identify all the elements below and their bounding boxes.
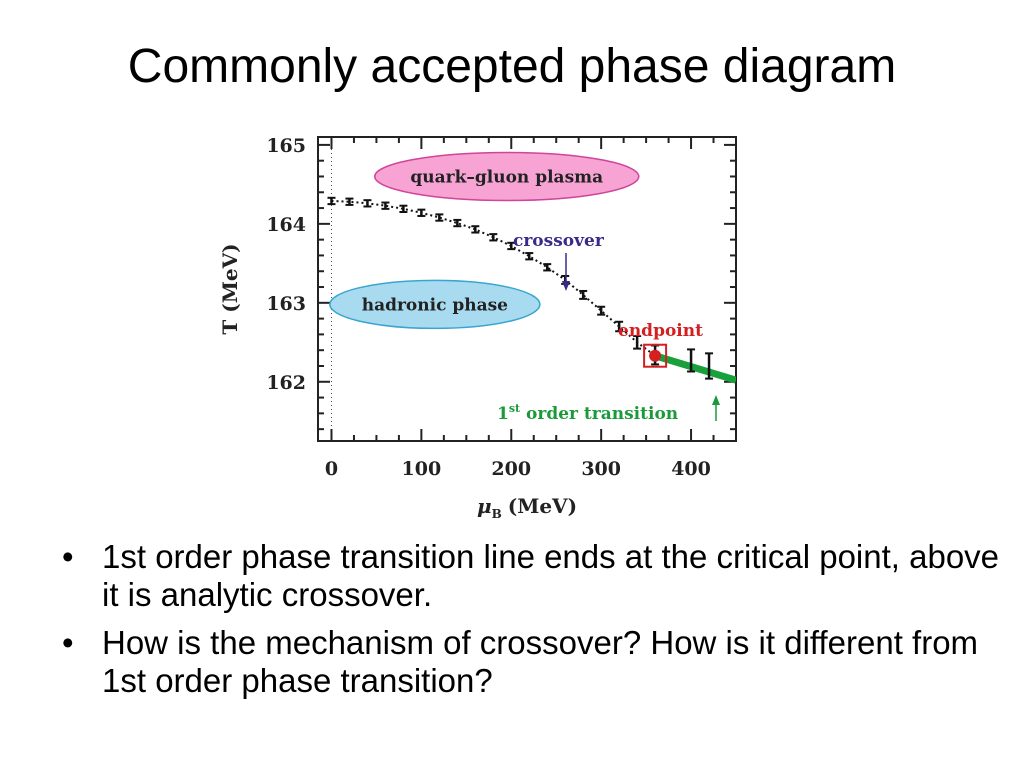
- axis-tick-labels: 0 100 200 300 400 162 163 164 165: [266, 135, 711, 480]
- crossover-label: crossover: [513, 231, 605, 251]
- crossover-arrow-head: [562, 281, 570, 291]
- qgp-label: quark–gluon plasma: [410, 167, 603, 187]
- bullet-item: • How is the mechanism of crossover? How …: [62, 624, 1012, 700]
- bullet-list: • 1st order phase transition line ends at…: [62, 538, 1012, 710]
- y-axis-label: T (MeV): [218, 243, 242, 334]
- endpoint-box: [643, 343, 668, 368]
- x-axis-label-symbol: μ: [477, 494, 492, 518]
- slide-title: Commonly accepted phase diagram: [127, 40, 897, 93]
- hadronic-ellipse: [329, 279, 541, 330]
- endpoint-label: endpoint: [618, 321, 703, 341]
- bullet-dot: •: [62, 538, 74, 575]
- first-order-arrow-head: [712, 395, 720, 405]
- bullet-text: How is the mechanism of crossover? How i…: [102, 624, 979, 699]
- x-tick-label: 200: [491, 458, 531, 480]
- x-tick-label: 100: [402, 458, 442, 480]
- first-order-label-suffix: order transition: [520, 404, 678, 424]
- bullet-dot: •: [62, 624, 74, 661]
- first-order-label: 1st order transition: [497, 402, 678, 424]
- crossover-curve: [331, 199, 656, 357]
- y-tick-label: 163: [266, 293, 306, 315]
- y-tick-label: 165: [266, 135, 306, 157]
- x-tick-label: 0: [325, 458, 338, 480]
- bullet-text: 1st order phase transition line ends at …: [102, 538, 1000, 613]
- first-order-label-prefix: 1: [497, 404, 509, 424]
- bullet-item: • 1st order phase transition line ends at…: [62, 538, 1012, 614]
- region-hadronic: hadronic phase: [329, 279, 541, 330]
- x-axis-label: μB (MeV): [477, 494, 577, 521]
- first-order-label-sup: st: [509, 402, 521, 415]
- x-axis-label-subscript: B: [492, 507, 502, 521]
- phase-diagram-chart: 0 100 200 300 400 162 163 164 165 quark–gluon pl…: [215, 125, 745, 525]
- x-tick-label: 300: [581, 458, 621, 480]
- endpoint-dot: [649, 349, 662, 362]
- y-tick-label: 162: [266, 372, 306, 394]
- qgp-ellipse: [374, 151, 640, 202]
- plot-frame: [317, 136, 737, 442]
- phase-diagram-svg: 0 100 200 300 400 162 163 164 165 quark–gluon pl…: [218, 135, 737, 521]
- region-qgp: quark–gluon plasma: [374, 151, 640, 202]
- x-tick-label: 400: [671, 458, 711, 480]
- y-tick-label: 164: [266, 214, 306, 236]
- endpoint-marker: [643, 343, 668, 368]
- x-axis-label-unit: (MeV): [508, 494, 577, 518]
- first-order-line: [654, 352, 736, 384]
- hadronic-label: hadronic phase: [362, 295, 508, 315]
